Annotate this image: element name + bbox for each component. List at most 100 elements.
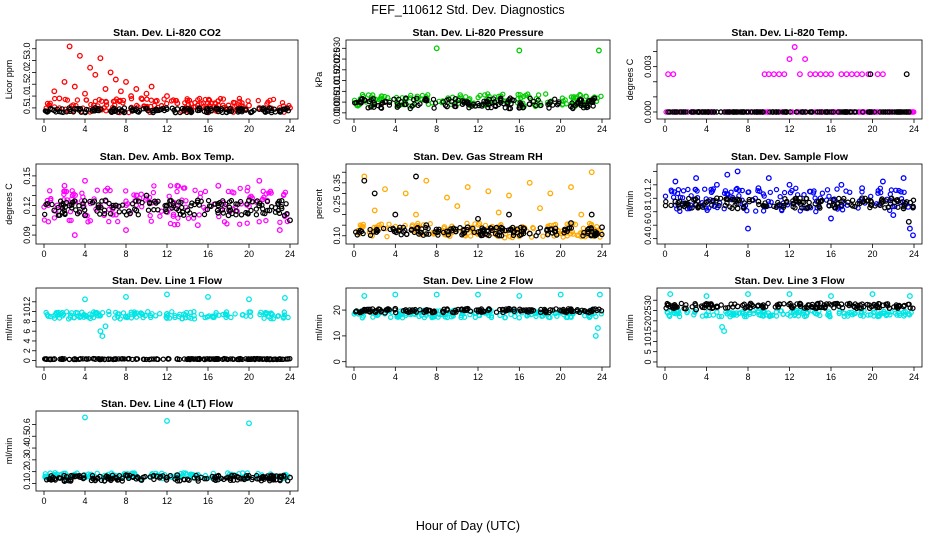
data-point — [133, 475, 140, 482]
y-tick-label: 0.4 — [22, 442, 32, 455]
data-point — [266, 356, 273, 363]
data-point — [538, 309, 544, 315]
y-tick-label: 15 — [643, 326, 653, 336]
data-point — [662, 193, 669, 199]
data-point — [361, 307, 368, 314]
data-point — [717, 195, 724, 202]
data-point — [441, 224, 448, 230]
data-point — [133, 207, 140, 214]
data-point — [103, 473, 110, 479]
data-point — [786, 291, 793, 298]
data-point — [71, 232, 78, 239]
data-point — [110, 475, 116, 482]
y-tick-label: 0.005 — [332, 91, 342, 114]
data-point — [482, 92, 488, 98]
data-point — [876, 313, 882, 319]
data-point — [184, 207, 191, 214]
data-point — [834, 186, 840, 192]
data-point — [711, 109, 717, 115]
data-point — [523, 307, 529, 313]
data-point — [132, 107, 138, 114]
data-point — [728, 301, 734, 307]
data-point — [467, 233, 474, 239]
x-tick-label: 0 — [662, 372, 667, 382]
data-point — [535, 229, 541, 236]
y-tick-label: 0.12 — [22, 197, 32, 215]
data-point — [800, 109, 806, 115]
data-point — [356, 229, 362, 235]
data-point — [256, 356, 263, 363]
data-point — [386, 306, 392, 313]
data-point — [187, 309, 194, 315]
data-point — [882, 205, 888, 211]
data-point — [776, 301, 783, 308]
data-point — [859, 185, 866, 192]
data-point — [51, 207, 58, 214]
data-point — [262, 108, 268, 114]
data-point — [64, 97, 71, 103]
data-point — [856, 305, 863, 311]
data-point — [245, 356, 251, 363]
data-point — [272, 205, 279, 211]
data-point — [388, 314, 394, 320]
data-point — [423, 177, 430, 184]
data-point — [714, 309, 720, 315]
data-point — [672, 198, 679, 205]
data-point — [889, 195, 895, 201]
data-point — [887, 312, 893, 318]
data-point — [414, 225, 420, 231]
x-tick-label: 4 — [82, 496, 87, 506]
data-point — [157, 213, 163, 219]
panel-4: Stan. Dev. Amb. Box Temp. degrees C 0 4 8 12 1… — [4, 151, 299, 259]
panel-8: Stan. Dev. Line 2 Flow ml/min 0 4 8 12 16 20 24 0… — [314, 275, 611, 382]
data-point — [741, 200, 747, 206]
x-tick-label: 24 — [597, 372, 607, 382]
data-point — [246, 102, 252, 109]
data-point — [183, 198, 189, 204]
data-point — [133, 314, 140, 320]
data-point — [265, 99, 271, 105]
data-point — [742, 311, 748, 317]
data-point — [804, 310, 811, 316]
data-point — [107, 211, 114, 217]
data-point — [147, 474, 153, 480]
data-point — [112, 98, 118, 104]
data-point — [846, 309, 853, 316]
data-point — [887, 201, 894, 207]
data-point — [746, 196, 752, 203]
data-point — [375, 102, 381, 109]
data-point — [164, 417, 170, 424]
data-point — [734, 205, 741, 212]
data-point — [81, 207, 88, 213]
data-point — [359, 228, 365, 235]
data-point — [117, 88, 124, 95]
data-point — [838, 301, 845, 308]
data-point — [471, 229, 477, 235]
data-point — [777, 193, 783, 200]
data-point — [89, 108, 96, 114]
data-point — [266, 190, 272, 196]
data-point — [767, 189, 774, 196]
data-point — [174, 478, 181, 484]
data-point — [781, 189, 788, 196]
data-point — [153, 107, 160, 114]
data-point — [765, 300, 771, 307]
data-point — [114, 218, 121, 225]
y-tick-label: 3.0 — [22, 42, 32, 55]
data-point — [43, 108, 50, 114]
data-point — [276, 107, 283, 114]
data-point — [201, 211, 208, 218]
x-tick-label: 20 — [556, 124, 566, 134]
data-point — [243, 107, 249, 113]
data-point — [538, 102, 544, 109]
data-point — [554, 313, 560, 319]
data-point — [497, 312, 503, 319]
data-point — [287, 217, 293, 224]
data-point — [51, 215, 58, 221]
data-point — [186, 477, 192, 483]
data-point — [791, 200, 797, 207]
data-point — [695, 109, 701, 115]
data-point — [382, 99, 388, 106]
data-point — [729, 205, 735, 211]
data-point — [423, 308, 430, 315]
